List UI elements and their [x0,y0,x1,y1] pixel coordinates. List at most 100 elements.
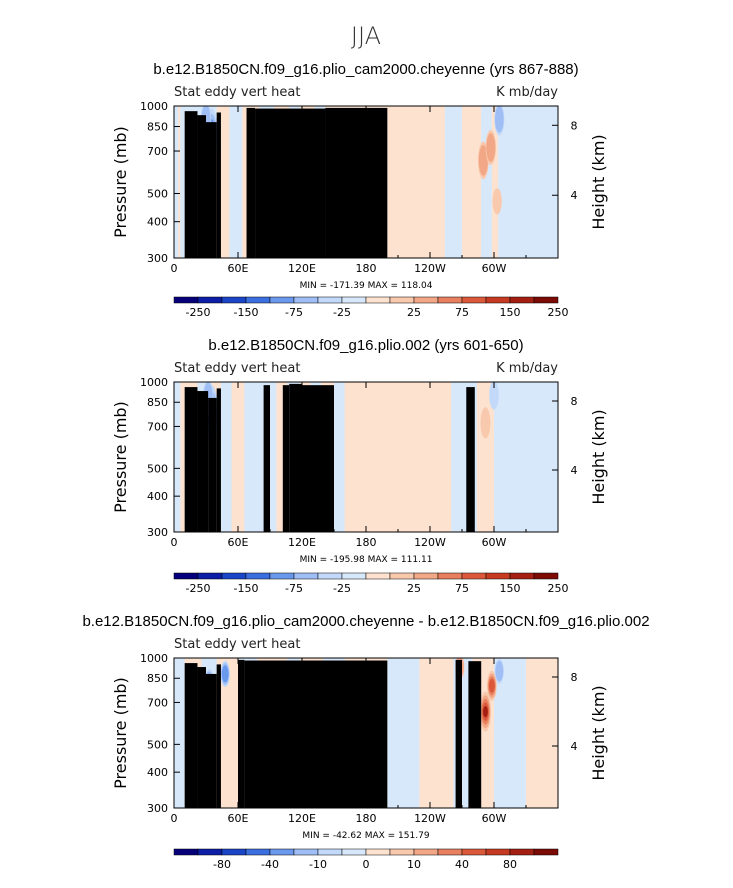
y-axis-label: Pressure (mb) [111,401,130,513]
colorbar-swatch [461,296,487,304]
topography [468,661,482,808]
x-tick-label: 120E [288,812,316,825]
topography [238,659,245,808]
topography [289,383,302,532]
colorbar-swatch [437,848,463,856]
colorbar-swatch [485,572,511,580]
colorbar-label: -25 [333,582,351,595]
y-tick-label: 500 [147,462,168,475]
topography [282,385,290,532]
y-tick-label: 500 [147,738,168,751]
colorbar-swatch [413,572,439,580]
field-band [244,382,277,532]
x-tick-label: 180 [356,536,377,549]
left-label: Stat eddy vert heat [174,85,300,100]
colorbar-label: -10 [309,858,327,871]
right-label: K mb/day [496,85,558,100]
field-value-mark [480,407,491,439]
field-band [174,658,185,808]
field-value-mark [483,706,488,718]
colorbar-label: 25 [407,582,421,595]
x-tick-label: 180 [356,812,377,825]
min-max-stats: MIN = -195.98 MAX = 111.11 [300,555,433,565]
topography [216,388,221,532]
colorbar-swatch [365,572,391,580]
colorbar-swatch [317,572,343,580]
field-band [178,106,181,258]
colorbar-swatch [413,848,439,856]
colorbar-label: 25 [407,306,421,319]
colorbar-swatch [197,848,223,856]
colorbar-swatch [317,296,343,304]
y-tick-label: 700 [147,145,168,158]
left-label: Stat eddy vert heat [174,637,300,652]
colorbar-label: -150 [234,306,259,319]
colorbar-label: 250 [548,306,569,319]
colorbar-swatch [341,848,367,856]
field-band [174,106,179,258]
y-tick-label: 850 [147,396,168,409]
x-tick-label: 60E [228,812,249,825]
field-band [216,658,238,808]
x-tick-label: 0 [171,262,178,275]
topography [197,391,209,532]
colorbar-swatch [245,848,271,856]
field-band [229,106,243,258]
colorbar-swatch [413,296,439,304]
colorbar-swatch [293,296,319,304]
field-value-mark [489,382,499,410]
colorbar-swatch [221,848,247,856]
x-tick-label: 60E [228,262,249,275]
min-max-stats: MIN = -171.39 MAX = 118.04 [300,281,433,291]
colorbar-swatch [509,848,535,856]
chart-panel-2: b.e12.B1850CN.f09_g16.plio.002 (yrs 601-… [111,337,608,595]
colorbar-label: 150 [500,306,521,319]
colorbar-label: 75 [455,582,469,595]
y-axis-label-right: Height (km) [589,409,608,504]
panel-title: b.e12.B1850CN.f09_g16.plio.002 (yrs 601-… [208,337,523,354]
colorbar-swatch [341,296,367,304]
field-band [494,382,558,532]
colorbar-label: 10 [407,858,421,871]
x-tick-label: 60W [482,812,507,825]
field-band [387,658,420,808]
topography [246,107,256,258]
y-axis-label-right: Height (km) [589,685,608,780]
min-max-stats: MIN = -42.62 MAX = 151.79 [302,831,429,841]
colorbar-label: 250 [548,582,569,595]
colorbar-swatch [269,296,295,304]
height-tick-label: 8 [571,119,578,132]
y-axis-label-right: Height (km) [589,134,608,229]
colorbar-swatch [341,572,367,580]
colorbar-swatch [533,296,559,304]
field-band [344,382,452,532]
field-value-mark [492,188,502,215]
colorbar-swatch [245,572,271,580]
x-tick-label: 60E [228,536,249,549]
colorbar-swatch [293,572,319,580]
colorbar-swatch [173,296,199,304]
field-band [526,658,558,808]
y-tick-label: 1000 [140,652,168,665]
colorbar-swatch [509,572,535,580]
colorbar-swatch [509,296,535,304]
panel-title: b.e12.B1850CN.f09_g16.plio_cam2000.cheye… [82,613,649,630]
colorbar-swatch [221,572,247,580]
colorbar-label: 0 [363,858,370,871]
topography [197,115,206,258]
colorbar-swatch [437,572,463,580]
x-tick-label: 120W [414,812,446,825]
topography [184,387,198,532]
x-tick-label: 0 [171,536,178,549]
topography [325,107,388,258]
y-tick-label: 500 [147,188,168,201]
colorbar-label: -150 [234,582,259,595]
field-band [491,106,499,258]
x-tick-label: 120W [414,262,446,275]
plot-area [174,106,558,258]
colorbar-label: -250 [186,582,211,595]
y-tick-label: 700 [147,696,168,709]
colorbar-swatch [437,296,463,304]
field-band [174,382,181,532]
